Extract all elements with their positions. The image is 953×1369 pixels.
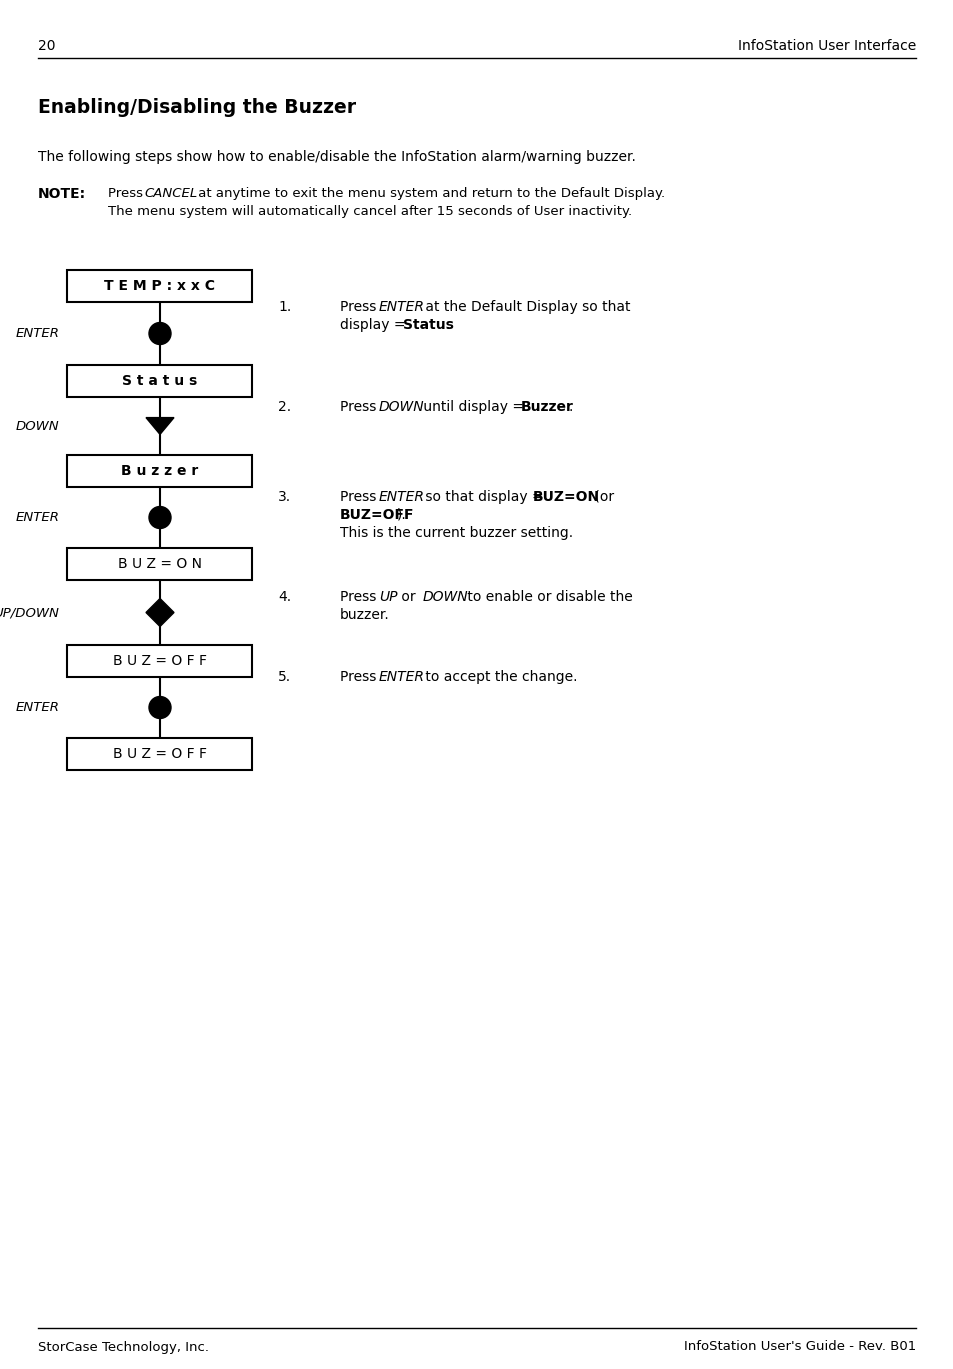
- Text: StorCase Technology, Inc.: StorCase Technology, Inc.: [38, 1340, 209, 1354]
- Text: InfoStation User Interface: InfoStation User Interface: [737, 38, 915, 53]
- Text: BUZ=OFF: BUZ=OFF: [339, 508, 414, 522]
- Text: Press: Press: [339, 490, 380, 504]
- Bar: [68, 548, 253, 580]
- Text: Press: Press: [339, 400, 380, 413]
- Text: S t a t u s: S t a t u s: [122, 374, 197, 387]
- Text: ).: ).: [396, 508, 406, 522]
- Text: Press: Press: [108, 188, 147, 200]
- Text: Press: Press: [339, 590, 380, 604]
- Text: DOWN: DOWN: [378, 400, 424, 413]
- Text: The following steps show how to enable/disable the InfoStation alarm/warning buz: The following steps show how to enable/d…: [38, 151, 636, 164]
- Text: ENTER: ENTER: [378, 490, 424, 504]
- Text: ENTER: ENTER: [15, 511, 59, 524]
- Text: to accept the change.: to accept the change.: [420, 669, 577, 684]
- Text: at anytime to exit the menu system and return to the Default Display.: at anytime to exit the menu system and r…: [193, 188, 664, 200]
- Text: Enabling/Disabling the Buzzer: Enabling/Disabling the Buzzer: [38, 99, 355, 116]
- Text: The menu system will automatically cancel after 15 seconds of User inactivity.: The menu system will automatically cance…: [108, 205, 632, 218]
- Text: This is the current buzzer setting.: This is the current buzzer setting.: [339, 526, 573, 539]
- Text: at the Default Display so that: at the Default Display so that: [420, 300, 630, 314]
- Text: 1.: 1.: [277, 300, 291, 314]
- Bar: [68, 366, 253, 397]
- Text: UP: UP: [378, 590, 397, 604]
- Text: Press: Press: [339, 300, 380, 314]
- Text: B U Z = O F F: B U Z = O F F: [112, 654, 207, 668]
- Text: T E M P : x x C: T E M P : x x C: [105, 279, 215, 293]
- Text: ENTER: ENTER: [15, 327, 59, 340]
- Bar: [68, 270, 253, 303]
- Text: Press: Press: [339, 669, 380, 684]
- Polygon shape: [146, 598, 173, 627]
- Bar: [68, 455, 253, 487]
- Text: UP/DOWN: UP/DOWN: [0, 606, 59, 619]
- Text: .: .: [568, 400, 573, 413]
- Text: 4.: 4.: [277, 590, 291, 604]
- Text: Status: Status: [402, 318, 454, 333]
- Text: 3.: 3.: [277, 490, 291, 504]
- Text: ENTER: ENTER: [378, 300, 424, 314]
- Text: buzzer.: buzzer.: [339, 608, 390, 622]
- Text: ENTER: ENTER: [15, 701, 59, 715]
- Text: CANCEL: CANCEL: [144, 188, 197, 200]
- Text: DOWN: DOWN: [16, 419, 59, 433]
- Circle shape: [149, 697, 171, 719]
- Text: or: or: [396, 590, 419, 604]
- Text: (or: (or: [589, 490, 614, 504]
- Text: B U Z = O N: B U Z = O N: [118, 557, 202, 571]
- Text: DOWN: DOWN: [422, 590, 468, 604]
- Text: to enable or disable the: to enable or disable the: [462, 590, 632, 604]
- Text: 2.: 2.: [277, 400, 291, 413]
- Polygon shape: [146, 418, 173, 434]
- Text: .: .: [446, 318, 450, 333]
- Circle shape: [149, 323, 171, 345]
- Text: so that display =: so that display =: [420, 490, 547, 504]
- Circle shape: [149, 507, 171, 528]
- Text: display =: display =: [339, 318, 410, 333]
- Text: BUZ=ON: BUZ=ON: [533, 490, 599, 504]
- Bar: [68, 645, 253, 678]
- Text: until display =: until display =: [418, 400, 528, 413]
- Text: 5.: 5.: [277, 669, 291, 684]
- Text: InfoStation User's Guide - Rev. B01: InfoStation User's Guide - Rev. B01: [683, 1340, 915, 1354]
- Text: 20: 20: [38, 38, 55, 53]
- Text: NOTE:: NOTE:: [38, 188, 86, 201]
- Text: ENTER: ENTER: [378, 669, 424, 684]
- Text: B U Z = O F F: B U Z = O F F: [112, 747, 207, 761]
- Text: Buzzer: Buzzer: [520, 400, 574, 413]
- Text: B u z z e r: B u z z e r: [121, 464, 198, 478]
- Bar: [68, 738, 253, 769]
